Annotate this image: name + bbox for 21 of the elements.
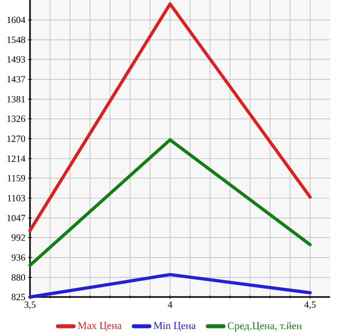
y-tick-label: 1214 <box>7 156 26 162</box>
x-tick-label: 3,5 <box>24 302 36 310</box>
y-tick-label: 1437 <box>7 76 26 82</box>
legend-label: Сред.Цена, т.йен <box>228 322 302 332</box>
y-tick-label: 1604 <box>7 16 26 24</box>
y-tick-label: 825 <box>12 294 26 300</box>
y-tick-label: 1047 <box>7 214 26 222</box>
y-tick-label: 1493 <box>7 56 26 63</box>
x-tick-label: 4,5 <box>304 302 316 310</box>
y-tick-label: 1270 <box>7 136 26 142</box>
y-tick-label: 880 <box>12 274 26 281</box>
y-tick-label: 1103 <box>8 194 26 202</box>
y-tick-label: 1159 <box>8 175 26 182</box>
legend-label: Min Цена <box>154 322 196 332</box>
y-tick-label: 1326 <box>7 116 26 122</box>
y-tick-label: 936 <box>12 254 26 261</box>
y-tick-label: 1381 <box>7 96 25 102</box>
y-tick-label: 1548 <box>7 36 26 44</box>
x-tick-label: 4 <box>168 302 172 308</box>
legend-label: Max Цена <box>78 322 122 332</box>
y-tick-label: 992 <box>12 234 25 241</box>
